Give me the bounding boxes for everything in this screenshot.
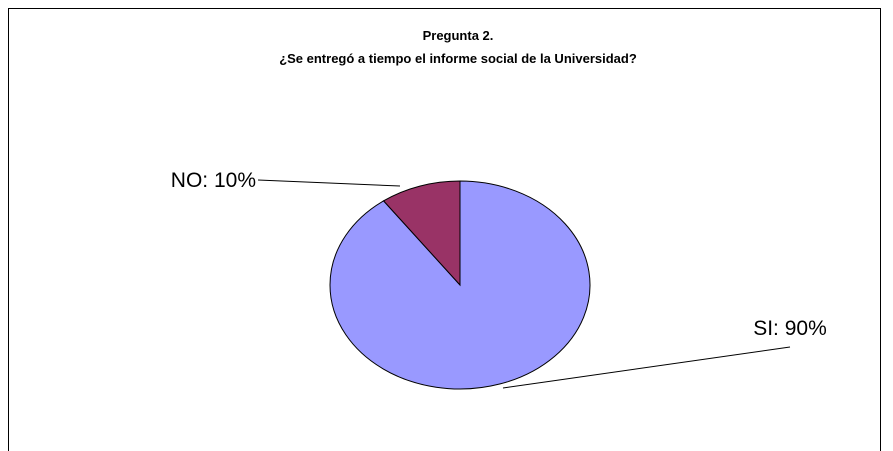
chart-subtitle: ¿Se entregó a tiempo el informe social d… (279, 51, 637, 66)
leader-line (502, 346, 791, 389)
chart-title: Pregunta 2. (423, 28, 494, 43)
pie-slice (382, 180, 461, 287)
data-label: NO: 10% (171, 169, 256, 192)
leader-line (257, 179, 401, 187)
data-label: SI: 90% (753, 317, 827, 340)
